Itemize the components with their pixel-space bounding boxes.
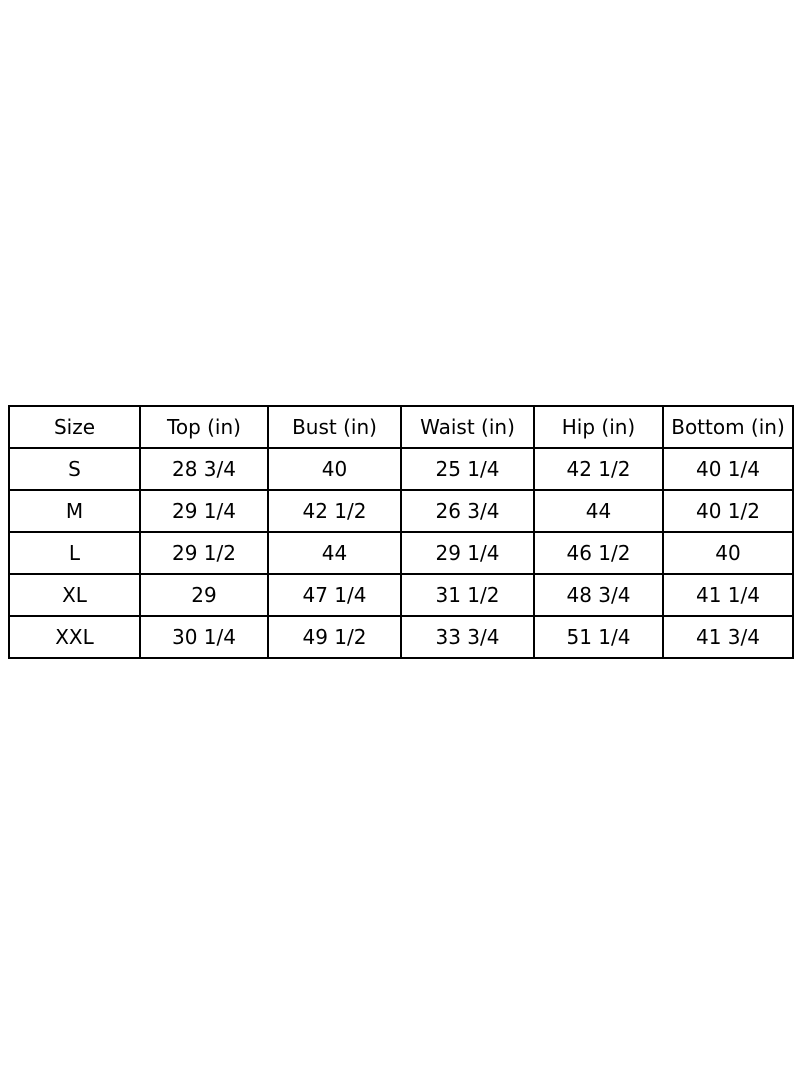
waist-value: 26 3/4 [400,489,535,533]
size-label: XL [8,573,141,617]
column-header-bottom: Bottom (in) [662,405,794,449]
table-row-s: S 28 3/4 40 25 1/4 42 1/2 40 1/4 [8,447,794,491]
bust-value: 42 1/2 [267,489,402,533]
waist-value: 25 1/4 [400,447,535,491]
bust-value: 49 1/2 [267,615,402,659]
top-value: 29 1/2 [139,531,269,575]
bust-value: 44 [267,531,402,575]
hip-value: 42 1/2 [533,447,664,491]
top-value: 29 1/4 [139,489,269,533]
size-label: XXL [8,615,141,659]
bottom-value: 40 [662,531,794,575]
hip-value: 44 [533,489,664,533]
column-header-waist: Waist (in) [400,405,535,449]
waist-value: 31 1/2 [400,573,535,617]
hip-value: 48 3/4 [533,573,664,617]
bottom-value: 40 1/2 [662,489,794,533]
bottom-value: 40 1/4 [662,447,794,491]
size-label: S [8,447,141,491]
size-label: M [8,489,141,533]
top-value: 30 1/4 [139,615,269,659]
table-row-l: L 29 1/2 44 29 1/4 46 1/2 40 [8,531,794,575]
column-header-hip: Hip (in) [533,405,664,449]
column-header-bust: Bust (in) [267,405,402,449]
size-chart-header: Size Top (in) Bust (in) Waist (in) Hip (… [8,405,794,449]
top-value: 29 [139,573,269,617]
header-row: Size Top (in) Bust (in) Waist (in) Hip (… [8,405,794,449]
hip-value: 51 1/4 [533,615,664,659]
table-row-xxl: XXL 30 1/4 49 1/2 33 3/4 51 1/4 41 3/4 [8,615,794,659]
table-row-xl: XL 29 47 1/4 31 1/2 48 3/4 41 1/4 [8,573,794,617]
column-header-size: Size [8,405,141,449]
column-header-top: Top (in) [139,405,269,449]
bust-value: 47 1/4 [267,573,402,617]
table-row-m: M 29 1/4 42 1/2 26 3/4 44 40 1/2 [8,489,794,533]
size-chart-body: S 28 3/4 40 25 1/4 42 1/2 40 1/4 M 29 1/… [8,447,794,659]
bust-value: 40 [267,447,402,491]
bottom-value: 41 3/4 [662,615,794,659]
waist-value: 33 3/4 [400,615,535,659]
size-chart-table: Size Top (in) Bust (in) Waist (in) Hip (… [8,405,794,659]
bottom-value: 41 1/4 [662,573,794,617]
size-label: L [8,531,141,575]
hip-value: 46 1/2 [533,531,664,575]
waist-value: 29 1/4 [400,531,535,575]
top-value: 28 3/4 [139,447,269,491]
